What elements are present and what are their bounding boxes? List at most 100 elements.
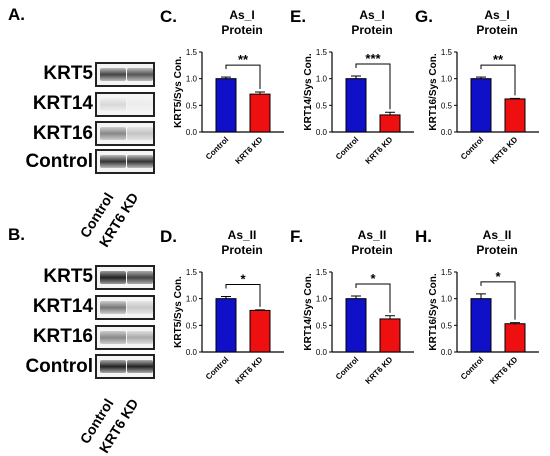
blot-row	[95, 149, 155, 174]
chart-title: As_I	[229, 8, 254, 22]
panel-letter: G.	[415, 7, 433, 26]
blot-row-label: KRT5	[43, 63, 93, 84]
x-tick-label: KRT6 KD	[364, 135, 395, 166]
x-tick-label: KRT6 KD	[234, 135, 265, 166]
significance-marker: **	[238, 52, 249, 67]
x-tick-label: Control	[459, 355, 485, 381]
y-tick-label: 1.5	[441, 268, 453, 277]
chart-subtitle: Protein	[221, 23, 262, 37]
chart-title: As_I	[484, 8, 509, 22]
y-tick-label: 1.0	[441, 295, 453, 304]
bar	[379, 114, 401, 133]
y-axis-label: KRT5/Sys Con.	[173, 56, 184, 128]
significance-marker: *	[370, 271, 376, 286]
blot-row	[95, 295, 155, 320]
blot-band	[100, 360, 126, 373]
chart-subtitle: Protein	[351, 23, 392, 37]
y-tick-label: 0.0	[441, 128, 453, 137]
bar	[345, 78, 367, 133]
bar	[504, 98, 526, 133]
significance-marker: *	[240, 272, 246, 287]
x-tick-label: Control	[204, 135, 230, 161]
blot-row	[95, 354, 155, 379]
y-tick-label: 1.0	[186, 295, 198, 304]
y-tick-label: 0.5	[316, 321, 328, 330]
significance-marker: **	[493, 52, 504, 67]
blot-row-label: KRT5	[43, 266, 93, 287]
bar	[215, 298, 237, 353]
x-tick-label: KRT6 KD	[489, 355, 520, 386]
y-tick-label: 0.5	[441, 101, 453, 110]
chart-title: As_II	[358, 228, 387, 242]
bar	[379, 318, 401, 353]
blot-row	[95, 62, 155, 87]
y-tick-label: 0.0	[186, 348, 198, 357]
y-axis-label: KRT5/Sys Con.	[173, 276, 184, 348]
blot-band	[127, 360, 153, 373]
y-tick-label: 0.5	[186, 101, 198, 110]
blot-row-label: KRT14	[32, 93, 93, 114]
chart-subtitle: Protein	[351, 243, 392, 257]
blot-band	[100, 271, 126, 284]
y-axis-label: KRT14/Sys Con.	[303, 53, 314, 130]
bar	[215, 78, 237, 133]
blot-band	[100, 68, 126, 81]
x-tick-label: Control	[204, 355, 230, 381]
panel-letter: C.	[160, 7, 177, 26]
chart-title: As_II	[483, 228, 512, 242]
y-tick-label: 1.0	[316, 75, 328, 84]
y-tick-label: 0.0	[316, 128, 328, 137]
significance-bracket	[355, 63, 391, 110]
panel-letter-b: B.	[8, 225, 25, 244]
panel-letter: E.	[290, 7, 306, 26]
blot-row	[95, 121, 155, 146]
significance-bracket	[225, 64, 261, 89]
chart-subtitle: Protein	[476, 23, 517, 37]
bar	[504, 323, 526, 353]
panel-letter: F.	[290, 227, 303, 246]
blot-row-label: Control	[25, 356, 93, 377]
x-tick-label: KRT6 KD	[234, 355, 265, 386]
chart-title: As_II	[228, 228, 257, 242]
blot-band	[127, 127, 153, 140]
blot-row-label: KRT16	[32, 123, 93, 144]
y-tick-label: 1.5	[441, 48, 453, 57]
y-tick-label: 0.5	[316, 101, 328, 110]
y-axis-label: KRT16/Sys Con.	[428, 53, 439, 130]
significance-marker: ***	[365, 51, 381, 66]
y-axis-label: KRT16/Sys Con.	[428, 273, 439, 350]
blot-band	[100, 155, 126, 168]
y-tick-label: 0.5	[441, 321, 453, 330]
blot-row	[95, 265, 155, 290]
y-axis-label: KRT14/Sys Con.	[303, 273, 314, 350]
blot-band	[127, 271, 153, 284]
blot-band	[127, 68, 153, 81]
blot-band	[127, 155, 153, 168]
blot-row-label: KRT14	[32, 296, 93, 317]
blot-band	[100, 301, 126, 314]
x-tick-label: Control	[334, 135, 360, 161]
blot-row	[95, 92, 155, 117]
y-tick-label: 1.0	[186, 75, 198, 84]
significance-bracket	[480, 64, 516, 96]
blot-row-label: Control	[25, 151, 93, 172]
y-tick-label: 1.5	[186, 268, 198, 277]
y-tick-label: 1.0	[441, 75, 453, 84]
y-tick-label: 0.0	[186, 128, 198, 137]
x-tick-label: KRT6 KD	[489, 135, 520, 166]
blot-band	[127, 301, 153, 314]
x-tick-label: Control	[459, 135, 485, 161]
blot-row-label: KRT16	[32, 326, 93, 347]
y-tick-label: 1.5	[316, 268, 328, 277]
blot-band	[127, 331, 153, 344]
chart-title: As_I	[359, 8, 384, 22]
blot-row	[95, 325, 155, 350]
chart-subtitle: Protein	[221, 243, 262, 257]
significance-marker: *	[495, 269, 501, 284]
y-tick-label: 0.5	[186, 321, 198, 330]
